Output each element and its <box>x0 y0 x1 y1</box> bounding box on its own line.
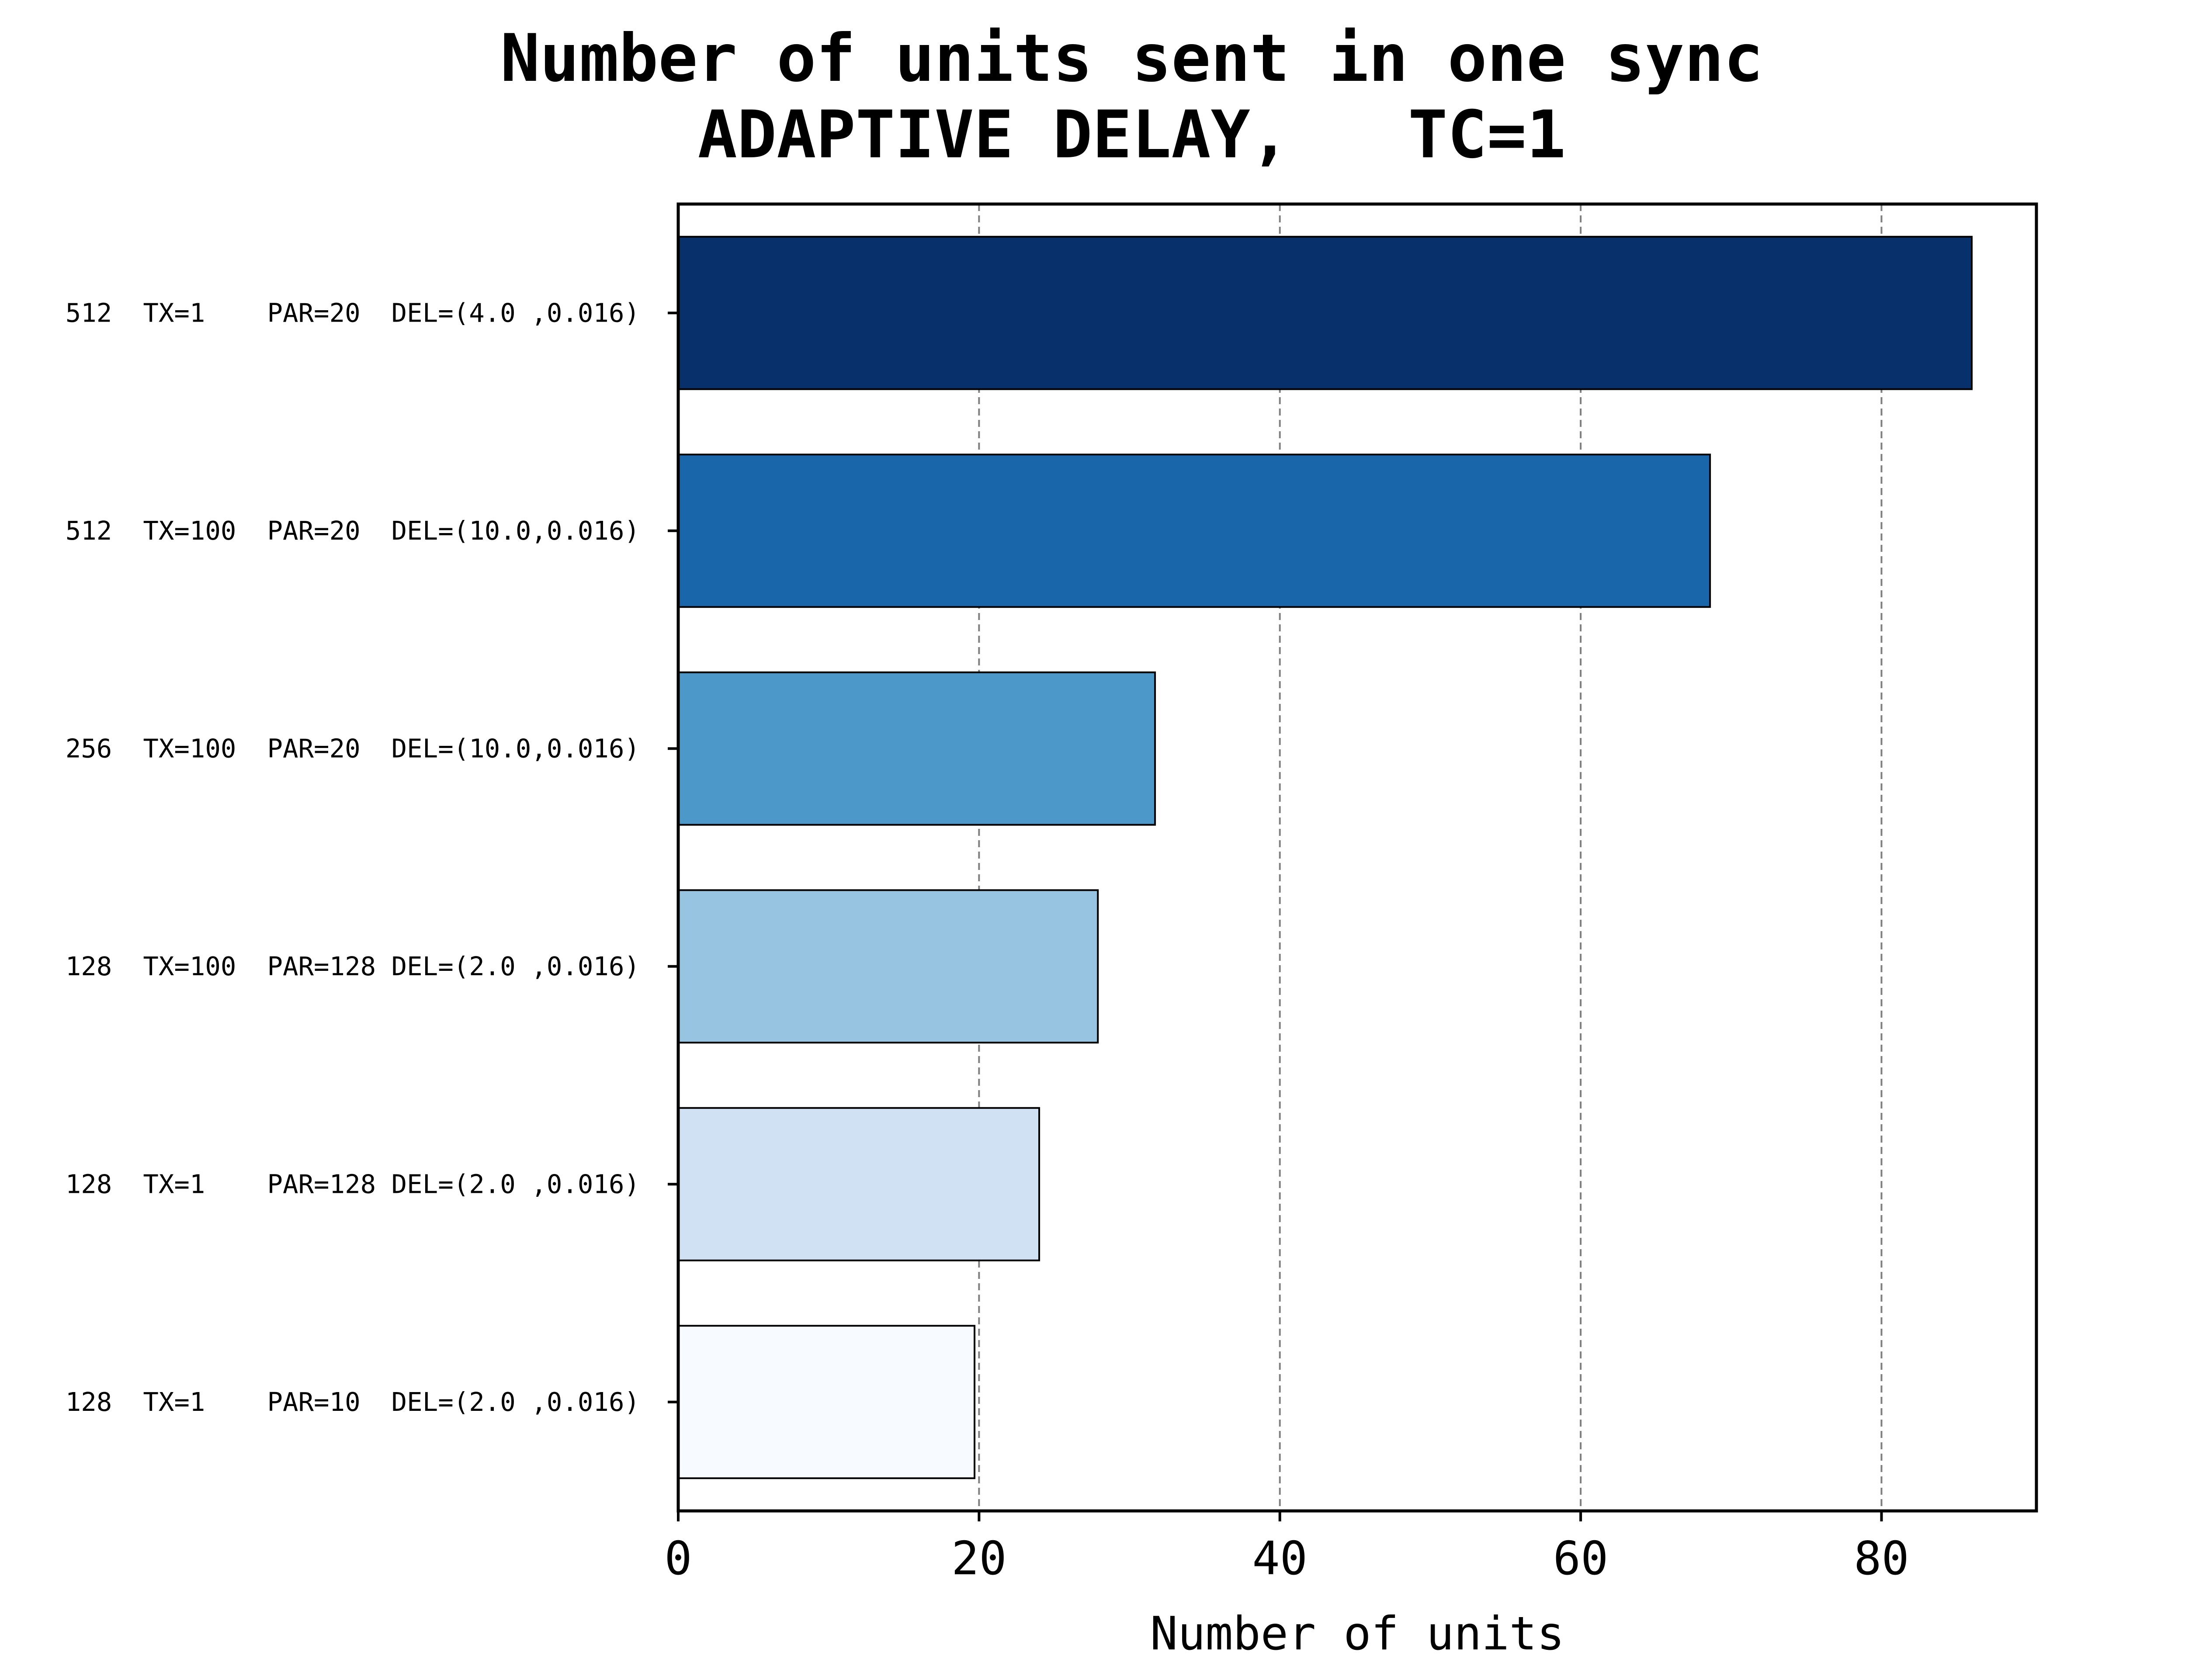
y-tick-label-1: 512 TX=100 PAR=20 DEL=(10.0,0.016) <box>66 516 640 546</box>
chart-title: Number of units sent in one sync <box>500 21 1763 97</box>
y-axis-ticks: 512 TX=1 PAR=20 DEL=(4.0 ,0.016) 512 TX=1… <box>66 298 678 1417</box>
y-tick-label-0: 512 TX=1 PAR=20 DEL=(4.0 ,0.016) <box>66 298 640 328</box>
bar-5 <box>677 1325 976 1479</box>
x-tick-label-3: 60 <box>1553 1532 1608 1585</box>
x-tick-label-1: 20 <box>951 1532 1006 1585</box>
y-tick-label-4: 128 TX=1 PAR=128 DEL=(2.0 ,0.016) <box>66 1169 640 1199</box>
x-axis-label: Number of units <box>1150 1607 1564 1660</box>
y-tick-label-5: 128 TX=1 PAR=10 DEL=(2.0 ,0.016) <box>66 1387 640 1417</box>
x-tick-label-4: 80 <box>1854 1532 1909 1585</box>
bar-1 <box>677 454 1711 608</box>
x-tick-label-2: 40 <box>1252 1532 1308 1585</box>
bar-3 <box>677 889 1099 1044</box>
y-tick-label-2: 256 TX=100 PAR=20 DEL=(10.0,0.016) <box>66 733 640 763</box>
bars <box>677 236 1973 1479</box>
plot-frame <box>676 202 2038 1513</box>
y-tick-label-3: 128 TX=100 PAR=128 DEL=(2.0 ,0.016) <box>66 951 640 981</box>
x-axis-ticks: 0 20 40 60 80 <box>664 1511 1909 1585</box>
bar-0 <box>677 236 1973 390</box>
grid-lines <box>978 204 1883 1511</box>
bar-4 <box>677 1107 1040 1261</box>
x-tick-label-0: 0 <box>664 1532 692 1585</box>
bar-2 <box>677 671 1156 826</box>
chart-subtitle: ADAPTIVE DELAY, TC=1 <box>698 97 1566 173</box>
